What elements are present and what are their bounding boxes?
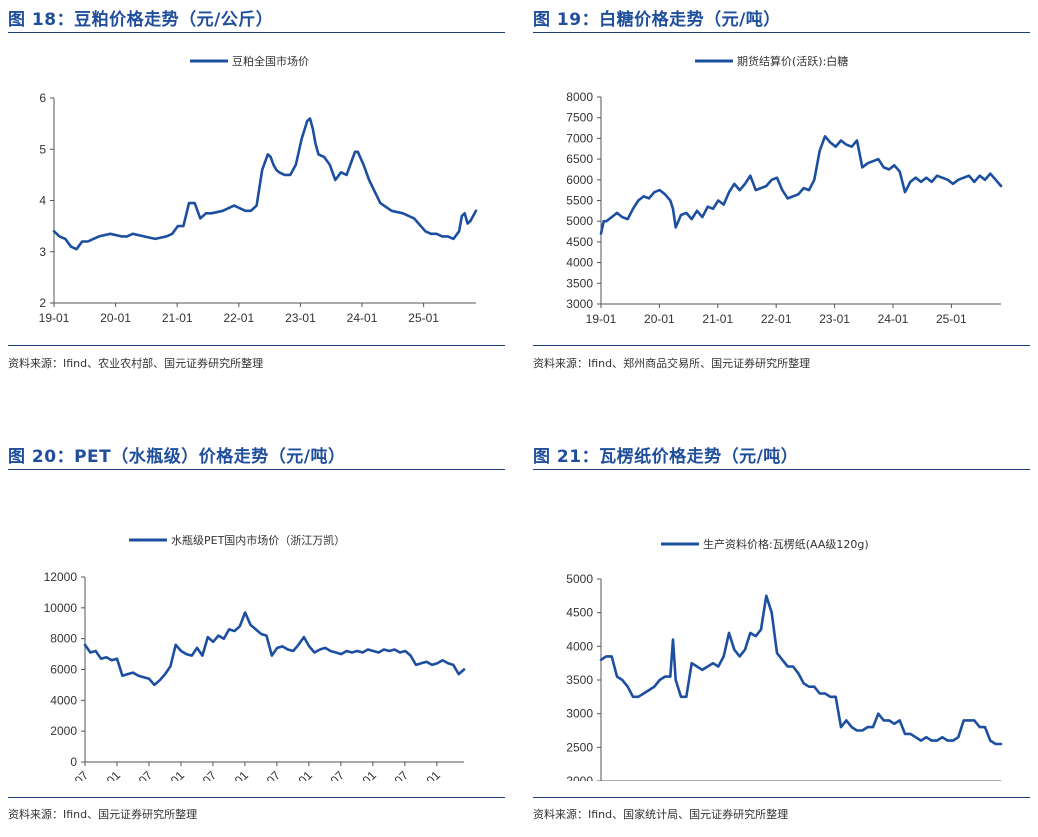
y-tick-label: 4 — [39, 194, 46, 208]
x-tick-label: 24-01 — [878, 312, 909, 326]
title-rule — [533, 32, 1030, 33]
x-tick-label: 25-01 — [936, 312, 967, 326]
chart-corrugated-paper: 生产资料价格:瓦楞纸(AA级120g) 2000 2500 3000 3500 4000 4… — [566, 537, 1003, 781]
x-tick-label: 22-01 — [761, 312, 792, 326]
y-tick-label: 0 — [70, 755, 77, 769]
chart-source: 资料来源：Ifind、国家统计局、国元证券研究所整理 — [533, 808, 789, 821]
y-tick-label: 4000 — [566, 256, 593, 270]
y-tick-label: 3000 — [566, 707, 593, 721]
chart-soybean-meal: 豆粕全国市场价 2 3 4 5 6 19-01 20-01 21-01 22-01 23-01 24-… — [39, 54, 478, 325]
y-tick-label: 6 — [39, 91, 46, 105]
y-tick-label: 3000 — [566, 297, 593, 311]
legend-label: 期货结算价(活跃):白糖 — [737, 54, 848, 68]
y-tick-label: 3500 — [566, 276, 593, 290]
y-tick-label: 2 — [39, 296, 46, 310]
series-line — [599, 594, 1003, 746]
chart-panel-soybean-meal: 图 18：豆粕价格走势（元/公斤） 豆粕全国市场价 2 3 4 5 6 19-01 20-01… — [8, 0, 513, 400]
chart-source: 资料来源：Ifind、郑州商品交易所、国元证券研究所整理 — [533, 357, 811, 370]
x-tick-label: 19-01 — [586, 312, 617, 326]
x-tick-label: 22-07 — [251, 768, 283, 781]
y-tick-label: 2000 — [50, 724, 77, 738]
y-tick-label: 5 — [39, 142, 46, 156]
source-rule — [8, 345, 505, 346]
chart-panel-sugar: 图 19：白糖价格走势（元/吨） 期货结算价(活跃):白糖 3000 3500 400… — [533, 0, 1038, 400]
x-tick-label: 19-01 — [39, 311, 70, 325]
y-tick-label: 5000 — [566, 214, 593, 228]
y-tick-label: 4500 — [566, 235, 593, 249]
legend-label: 豆粕全国市场价 — [232, 54, 309, 68]
y-tick-label: 4500 — [566, 606, 593, 620]
x-tick-label: 20-01 — [91, 768, 123, 781]
title-rule — [8, 469, 505, 470]
x-tick-label: 23-01 — [285, 311, 316, 325]
y-tick-label: 4000 — [566, 639, 593, 653]
chart-title: 图 18：豆粕价格走势（元/公斤） — [8, 10, 274, 30]
source-rule — [533, 345, 1030, 346]
y-tick-label: 7000 — [566, 131, 593, 145]
y-tick-label: 5500 — [566, 194, 593, 208]
y-tick-label: 6000 — [566, 173, 593, 187]
y-tick-label: 7500 — [566, 111, 593, 125]
chart-source: 资料来源：Ifind、农业农村部、国元证券研究所整理 — [8, 357, 264, 370]
y-tick-label: 8000 — [50, 632, 77, 646]
x-tick-label: 23-01 — [283, 768, 315, 781]
x-tick-label: 24-01 — [347, 768, 379, 781]
y-tick-label: 2000 — [566, 774, 593, 781]
y-tick-label: 3500 — [566, 673, 593, 687]
y-tick-label: 6000 — [50, 663, 77, 677]
x-tick-label: 25-01 — [408, 311, 439, 325]
chart-pet: 水瓶级PET国内市场价（浙江万凯） 0 2000 4000 6000 8000 10000 1… — [44, 533, 466, 781]
series-line — [52, 117, 478, 251]
source-rule — [533, 797, 1030, 798]
x-tick-label: 24-01 — [347, 311, 378, 325]
chart-panel-pet: 图 20：PET（水瓶级）价格走势（元/吨） 水瓶级PET国内市场价（浙江万凯）… — [8, 437, 513, 837]
chart-source: 资料来源：Ifind、国元证券研究所整理 — [8, 808, 198, 821]
y-tick-label: 4000 — [50, 693, 77, 707]
x-tick-label: 22-01 — [223, 311, 254, 325]
y-tick-label: 10000 — [44, 601, 78, 615]
y-tick-label: 12000 — [44, 570, 78, 584]
y-tick-label: 6500 — [566, 152, 593, 166]
x-tick-label: 20-01 — [644, 312, 675, 326]
chart-title: 图 20：PET（水瓶级）价格走势（元/吨） — [8, 447, 346, 467]
chart-title: 图 21：瓦楞纸价格走势（元/吨） — [533, 447, 799, 467]
chart-sugar: 期货结算价(活跃):白糖 3000 3500 4000 4500 5000 5500 6000… — [566, 54, 1003, 326]
legend-label: 水瓶级PET国内市场价（浙江万凯） — [171, 533, 345, 547]
source-rule — [8, 797, 505, 798]
x-tick-label: 22-01 — [219, 768, 251, 781]
x-tick-label: 21-01 — [162, 311, 193, 325]
x-tick-label: 23-01 — [819, 312, 850, 326]
x-tick-label: 20-01 — [100, 311, 131, 325]
x-tick-label: 21-01 — [155, 768, 187, 781]
chart-title: 图 19：白糖价格走势（元/吨） — [533, 10, 781, 30]
x-tick-label: 19-07 — [60, 768, 92, 781]
x-tick-label: 25-01 — [411, 768, 443, 781]
x-tick-label: 21-01 — [702, 312, 733, 326]
series-line — [599, 135, 1003, 235]
y-tick-label: 5000 — [566, 572, 593, 586]
x-tick-label: 20-07 — [123, 768, 155, 781]
title-rule — [8, 32, 505, 33]
chart-panel-corrugated-paper: 图 21：瓦楞纸价格走势（元/吨） 生产资料价格:瓦楞纸(AA级120g) 200… — [533, 437, 1038, 837]
y-tick-label: 2500 — [566, 740, 593, 754]
series-line — [83, 611, 466, 687]
x-tick-label: 21-07 — [187, 768, 219, 781]
y-tick-label: 8000 — [566, 90, 593, 104]
x-tick-label: 23-07 — [315, 768, 347, 781]
title-rule — [533, 469, 1030, 470]
y-tick-label: 3 — [39, 245, 46, 259]
legend-label: 生产资料价格:瓦楞纸(AA级120g) — [703, 537, 869, 551]
x-tick-label: 24-07 — [379, 768, 411, 781]
